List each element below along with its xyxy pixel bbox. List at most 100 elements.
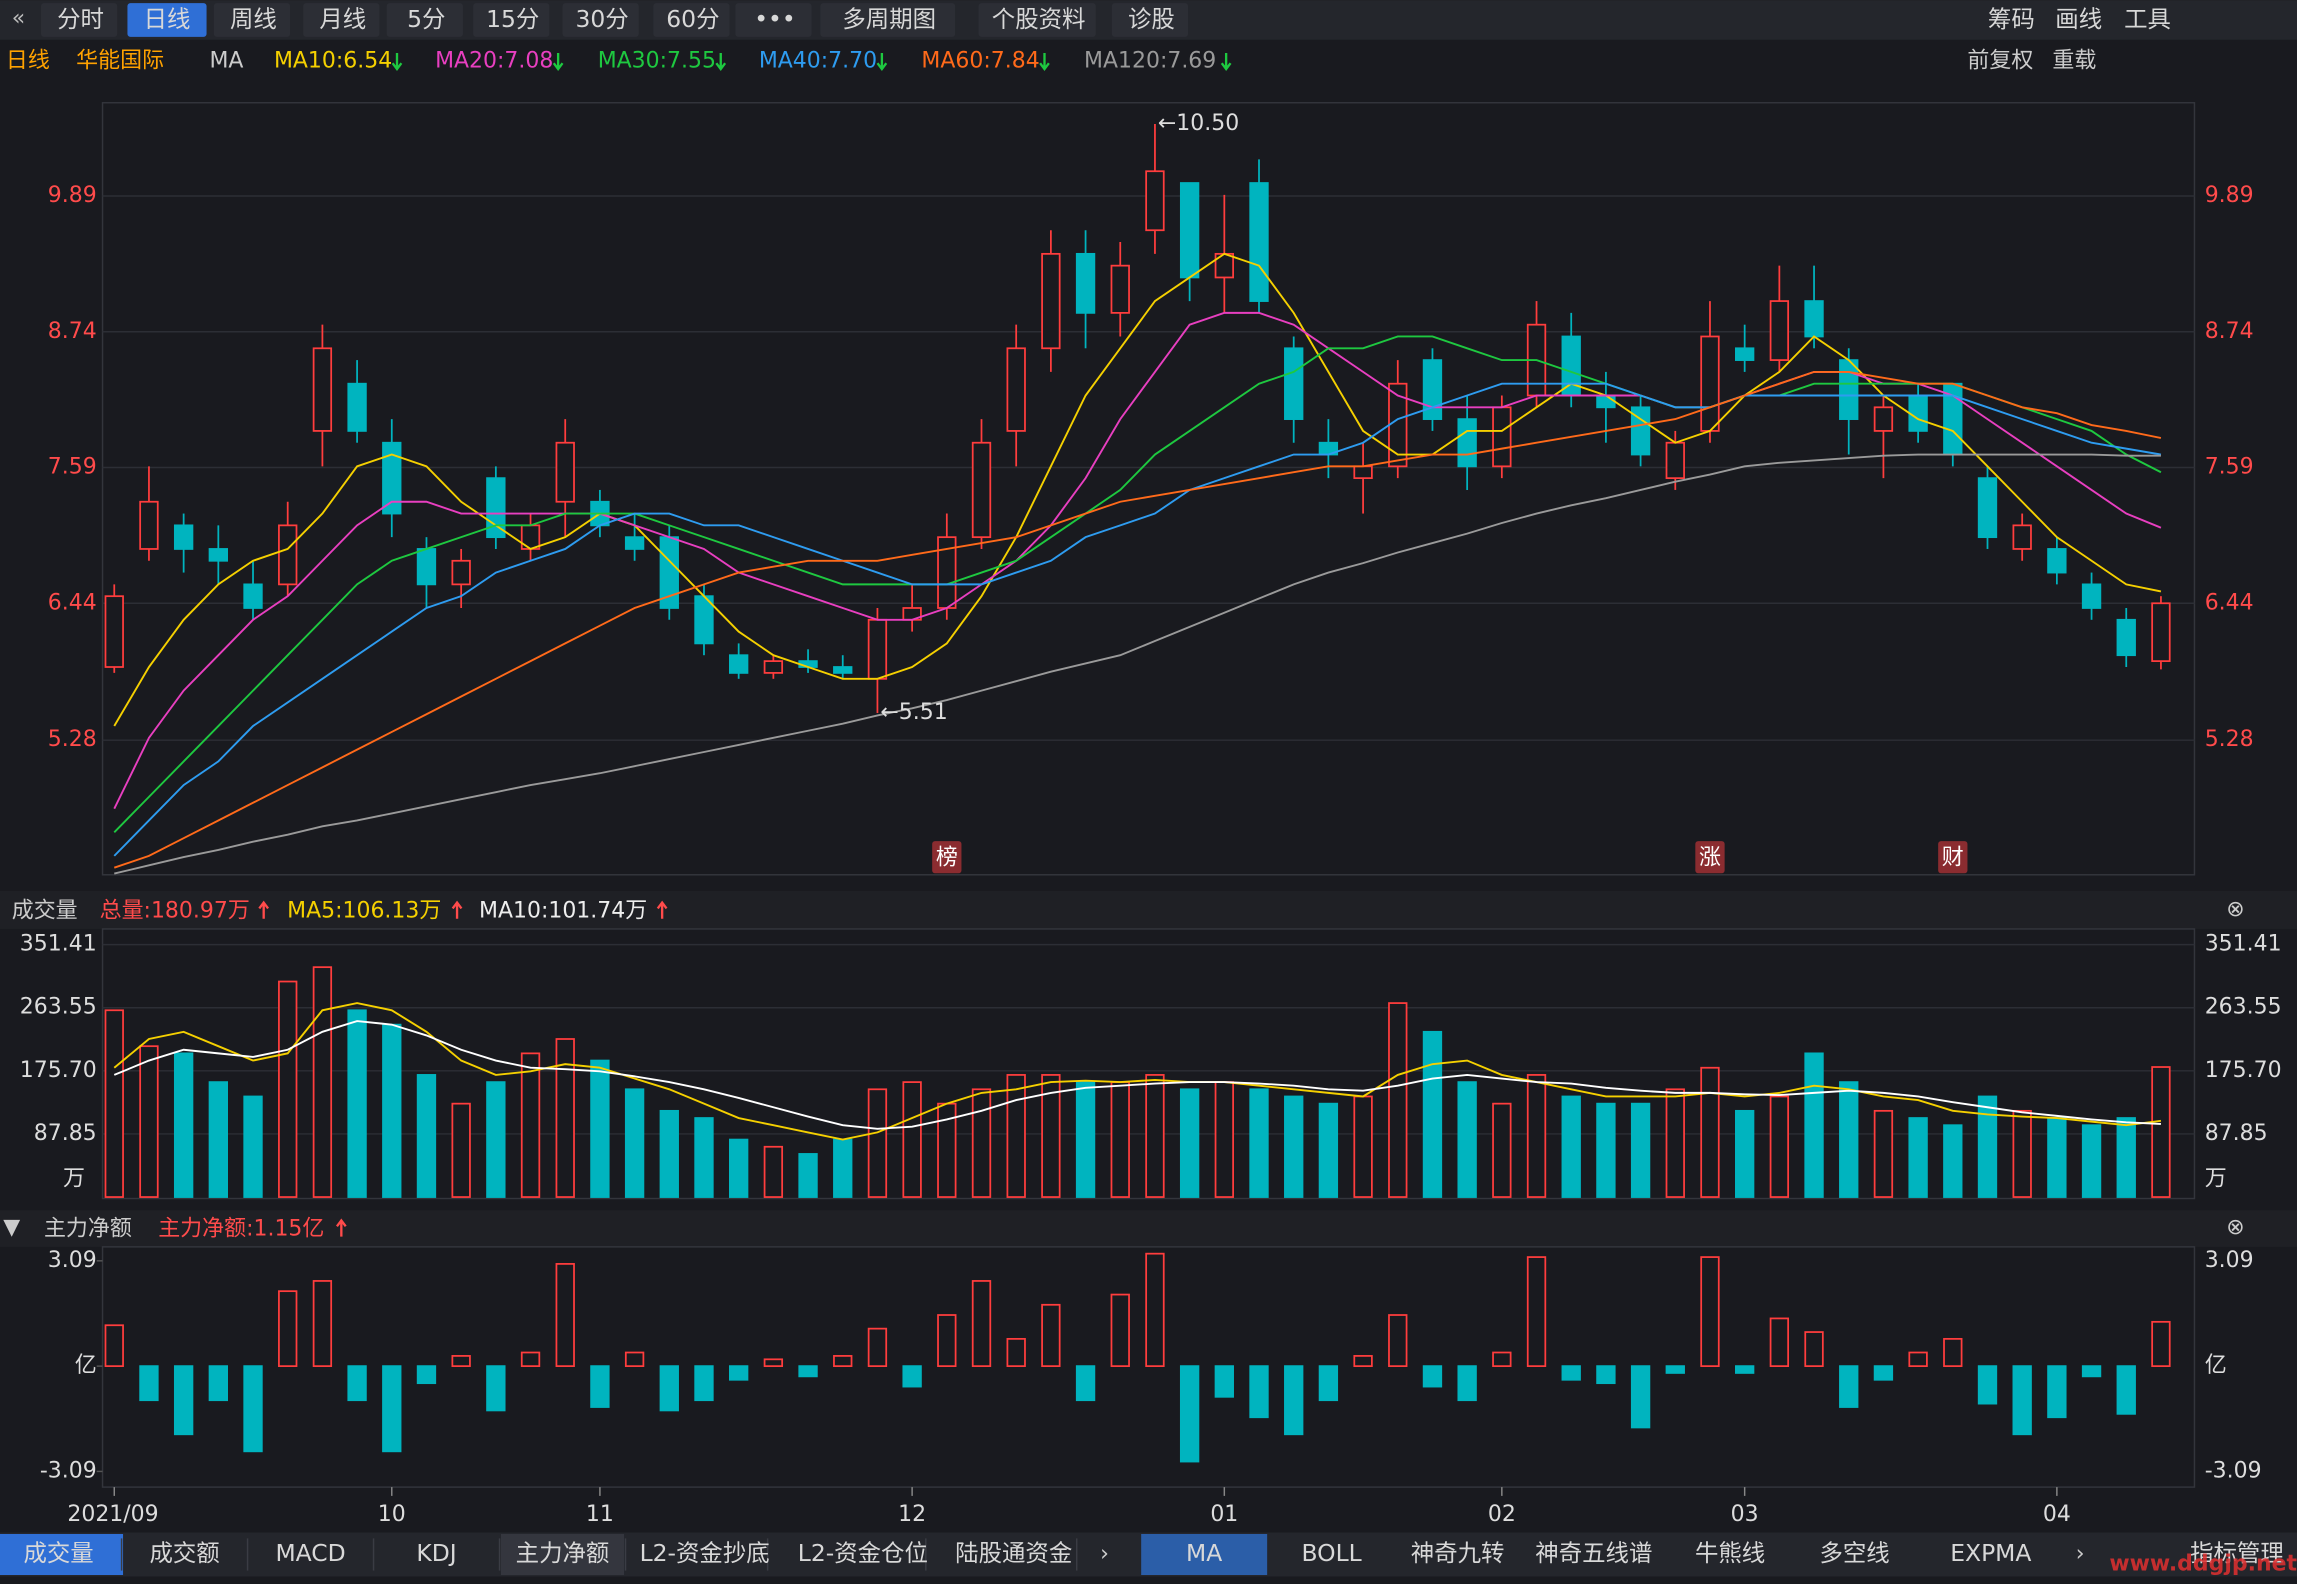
- event-marker[interactable]: 涨: [1699, 846, 1721, 871]
- bottom-tab[interactable]: MA: [1186, 1539, 1222, 1567]
- candle-body: [1457, 418, 1477, 468]
- more-icon[interactable]: ›: [2076, 1541, 2085, 1566]
- candle-body: [2012, 524, 2032, 550]
- bottom-tab[interactable]: 牛熊线: [1695, 1539, 1765, 1567]
- volume-bar: [2081, 1124, 2102, 1198]
- legend-arrow: [391, 52, 403, 72]
- flow-bar: [1630, 1365, 1651, 1429]
- volume-bar: [971, 1088, 992, 1198]
- volume-header-bg: [0, 890, 2297, 929]
- flow-bar: [2012, 1365, 2032, 1436]
- volume-bar: [486, 1081, 506, 1198]
- ma-line: [113, 252, 2162, 727]
- legend-arrow: [876, 52, 888, 72]
- volume-bar: [1075, 1081, 1096, 1198]
- toolbar-right[interactable]: 画线: [2055, 5, 2102, 33]
- toolbar-right[interactable]: 工具: [2124, 5, 2171, 33]
- y-tick-label-right: 亿: [2205, 1353, 2227, 1378]
- toolbar-item[interactable]: 月线: [319, 5, 366, 33]
- indicator-manage[interactable]: 指标管理: [2190, 1539, 2284, 1567]
- bottom-tab[interactable]: L2-资金抄底: [640, 1539, 770, 1567]
- candle-body: [833, 666, 853, 674]
- toolbar-item[interactable]: 诊股: [1128, 5, 1175, 33]
- volume-bar: [2151, 1066, 2171, 1198]
- toolbar-item[interactable]: 30分: [575, 5, 628, 33]
- event-marker-bg: [1938, 841, 1968, 874]
- bottom-tab[interactable]: 成交量: [23, 1539, 93, 1567]
- bottom-tab[interactable]: 神奇九转: [1411, 1539, 1505, 1567]
- candle-body: [312, 347, 333, 432]
- tab-bg: [303, 3, 380, 37]
- back-icon[interactable]: «: [12, 6, 25, 31]
- candle-body: [1596, 394, 1616, 409]
- volume-bar: [1353, 1095, 1373, 1198]
- event-marker-bg: [932, 841, 962, 874]
- bottom-tab[interactable]: BOLL: [1302, 1539, 1362, 1567]
- y-tick-label: 263.55: [20, 995, 97, 1020]
- toolbar-right[interactable]: 筹码: [1988, 5, 2035, 33]
- toolbar-item[interactable]: 15分: [486, 5, 539, 33]
- candle-body: [1075, 252, 1096, 314]
- candle-body: [416, 548, 437, 586]
- ma-line: [113, 370, 2162, 869]
- legend-arrow: [335, 1218, 347, 1237]
- flow-bar: [278, 1290, 298, 1368]
- legend-entry: MA120:7.69: [1084, 49, 1216, 74]
- flow-bar: [173, 1365, 194, 1436]
- x-tick-label: 10: [378, 1502, 406, 1527]
- volume-bar: [833, 1138, 853, 1198]
- flow-bar: [1006, 1337, 1026, 1368]
- toolbar-item[interactable]: 5分: [407, 5, 445, 33]
- y-tick-label: -3.09: [40, 1458, 97, 1483]
- bottom-tab[interactable]: 成交额: [149, 1539, 219, 1567]
- flow-bar: [2151, 1320, 2171, 1368]
- collapse-icon[interactable]: ▼: [3, 1215, 20, 1240]
- volume-bar: [278, 980, 298, 1198]
- flow-bar: [833, 1355, 853, 1368]
- toolbar-item[interactable]: •••: [754, 5, 795, 33]
- candle-body: [208, 548, 229, 562]
- flow-bar: [1492, 1351, 1512, 1368]
- volume-bar: [1665, 1088, 1685, 1198]
- volume-bar: [1318, 1102, 1339, 1198]
- volume-bar: [1284, 1095, 1304, 1198]
- bottom-tab[interactable]: MACD: [275, 1539, 345, 1567]
- bottom-tab[interactable]: 多空线: [1819, 1539, 1889, 1567]
- bottom-tab[interactable]: 神奇五线谱: [1535, 1539, 1652, 1567]
- low-annotation: ←5.51: [880, 700, 947, 725]
- candle-body: [173, 524, 194, 550]
- candle-body: [624, 536, 645, 550]
- event-marker[interactable]: 财: [1942, 846, 1964, 871]
- flow-bar: [520, 1351, 541, 1368]
- flow-title: 主力净额: [44, 1216, 132, 1241]
- bottom-tab[interactable]: KDJ: [416, 1539, 456, 1567]
- volume-bar: [1214, 1081, 1234, 1198]
- y-tick-label: 9.89: [48, 183, 97, 208]
- bottom-tab[interactable]: 陆股通资金: [955, 1539, 1072, 1567]
- toolbar-item[interactable]: 个股资料: [992, 5, 1086, 33]
- bottom-tab[interactable]: EXPMA: [1950, 1539, 2031, 1567]
- legend-arrow: [451, 900, 463, 919]
- toolbar-item[interactable]: 60分: [666, 5, 719, 33]
- close-icon[interactable]: ⊗: [2226, 1215, 2244, 1240]
- flow-bar: [243, 1365, 263, 1453]
- flow-bar: [104, 1324, 124, 1368]
- ma-line: [113, 382, 2162, 857]
- reload[interactable]: 重载: [2052, 49, 2096, 74]
- candle-body: [2151, 602, 2171, 662]
- close-icon[interactable]: ⊗: [2226, 897, 2244, 922]
- toolbar-item[interactable]: 多周期图: [842, 5, 936, 33]
- adjust[interactable]: 前复权: [1967, 49, 2033, 74]
- bottom-tab[interactable]: L2-资金仓位: [798, 1539, 928, 1567]
- more-icon[interactable]: ›: [1100, 1541, 1109, 1566]
- flow-bar: [416, 1365, 437, 1385]
- toolbar-item[interactable]: 周线: [230, 5, 277, 33]
- event-marker[interactable]: 榜: [936, 846, 958, 871]
- toolbar-item[interactable]: 分时: [57, 5, 104, 33]
- volume-panel: [101, 928, 2196, 1200]
- y-tick-label-right: 6.44: [2205, 590, 2254, 615]
- bottom-tab[interactable]: 主力净额: [516, 1539, 610, 1567]
- toolbar-item[interactable]: 日线: [144, 5, 191, 33]
